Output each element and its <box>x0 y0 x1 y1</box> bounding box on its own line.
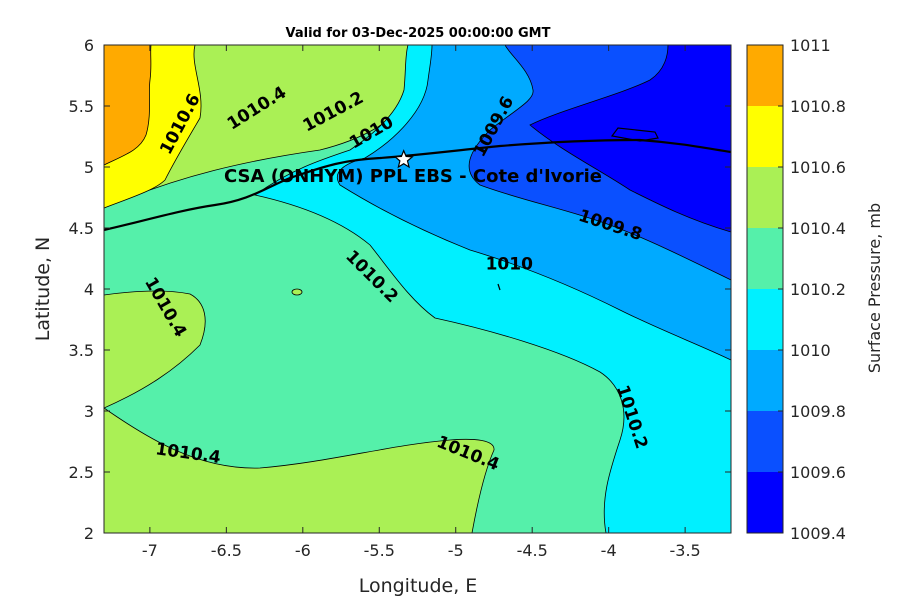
colorbar-segment <box>747 350 783 411</box>
y-axis-label: Latitude, N <box>32 237 54 342</box>
x-tick-label: -3.5 <box>670 541 701 560</box>
site-label: CSA (ONHYM) PPL EBS - Cote d'Ivorie <box>224 166 602 187</box>
map-title: Valid for 03-Dec-2025 00:00:00 GMT <box>286 26 551 41</box>
lagoon-outline <box>610 127 659 142</box>
coastline <box>104 138 731 232</box>
colorbar-tick-label: 1009.8 <box>790 402 846 421</box>
y-tick-label: 5 <box>84 158 94 177</box>
colorbar-segment <box>747 45 783 106</box>
small-contour-island <box>291 288 303 296</box>
colorbar-tick-label: 1009.4 <box>790 524 846 543</box>
x-tick-label: -7 <box>142 541 158 560</box>
colorbar-segment <box>747 472 783 533</box>
colorbar: 1009.4 1009.6 1009.8 1010 1010.2 1010.4 1010.6… <box>746 36 846 543</box>
contour-label: 1010 <box>486 255 533 275</box>
y-tick-label: 6 <box>84 36 94 55</box>
y-tick-label: 2.5 <box>69 463 94 482</box>
site-marker <box>393 149 414 169</box>
y-tick-label: 4.5 <box>69 219 94 238</box>
x-axis-label: Longitude, E <box>359 575 478 597</box>
band-1010.4-south <box>104 407 495 533</box>
x-tick-label: -4 <box>601 541 617 560</box>
colorbar-label: Surface Pressure, mb <box>865 203 884 373</box>
band-1009.4 <box>529 45 731 233</box>
colorbar-tick-label: 1011 <box>790 36 831 55</box>
x-tick-label: -6.5 <box>211 541 242 560</box>
x-tick-label: -5 <box>448 541 464 560</box>
colorbar-tick-label: 1010.6 <box>790 158 846 177</box>
colorbar-tick-label: 1010 <box>790 341 831 360</box>
x-axis: -7 -6.5 -6 -5.5 -5 -4.5 -4 -3.5 <box>142 45 701 560</box>
coast-speck <box>497 283 501 291</box>
x-tick-label: -5.5 <box>364 541 395 560</box>
y-tick-label: 3.5 <box>69 341 94 360</box>
band-1010.8 <box>104 45 152 166</box>
colorbar-tick-label: 1010.4 <box>790 219 846 238</box>
colorbar-segment <box>747 411 783 472</box>
colorbar-segment <box>747 228 783 289</box>
colorbar-tick-label: 1010.2 <box>790 280 846 299</box>
colorbar-segment <box>747 167 783 228</box>
y-tick-label: 2 <box>84 524 94 543</box>
colorbar-tick-label: 1010.8 <box>790 97 846 116</box>
colorbar-segment <box>747 289 783 350</box>
y-axis: 2 2.5 3 3.5 4 4.5 5 5.5 6 <box>69 36 731 543</box>
band-1010.4-west <box>104 290 206 409</box>
x-tick-label: -4.5 <box>517 541 548 560</box>
y-tick-label: 4 <box>84 280 94 299</box>
y-tick-label: 5.5 <box>69 97 94 116</box>
y-tick-label: 3 <box>84 402 94 421</box>
x-tick-label: -6 <box>295 541 311 560</box>
site-star-icon <box>393 149 414 169</box>
colorbar-segment <box>747 106 783 167</box>
colorbar-tick-label: 1009.6 <box>790 463 846 482</box>
